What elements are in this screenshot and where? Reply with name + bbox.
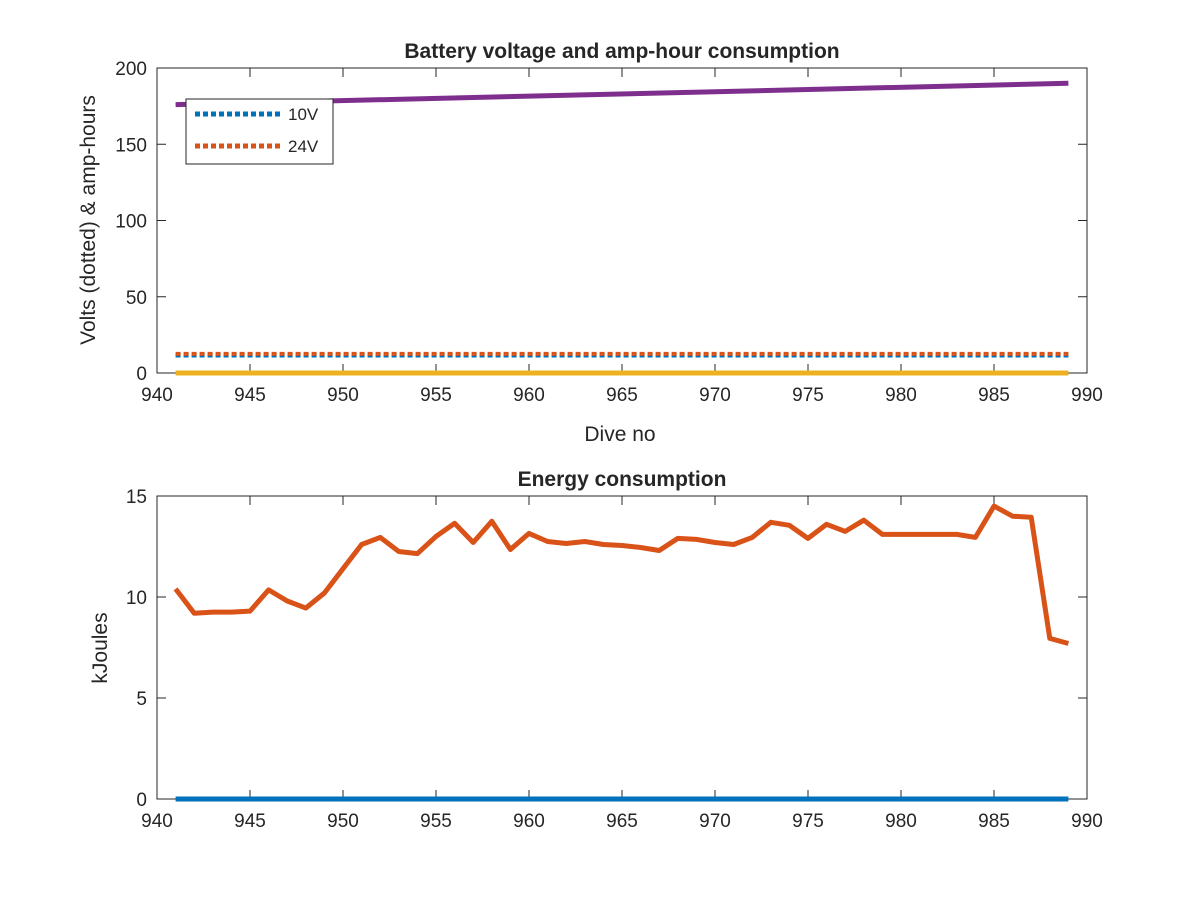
energy-plot-series (173, 503, 1070, 802)
energy-plot: Energy consumption kJoules 940 945 950 955 9… (89, 468, 1103, 832)
battery-plot-y-tick-label: 50 (126, 288, 147, 309)
energy-plot-title: Energy consumption (518, 468, 727, 491)
energy-plot-x-tick-label: 975 (792, 811, 824, 832)
battery-plot-x-tick-label: 965 (606, 385, 638, 406)
legend-label-24v: 24V (288, 137, 319, 156)
energy-plot-x-tick-label: 970 (699, 811, 731, 832)
battery-plot-y-tick-label: 0 (136, 364, 147, 385)
battery-plot-title: Battery voltage and amp-hour consumption (404, 40, 839, 63)
energy-plot-ticks: 940 945 950 955 960 965 970 975 980 985 990 0 5 10 15 (126, 487, 1103, 832)
energy-plot-x-tick-label: 955 (420, 811, 452, 832)
battery-plot-x-tick-label: 940 (141, 385, 173, 406)
battery-plot-y-axis-label: Volts (dotted) & amp-hours (77, 95, 100, 345)
battery-plot-y-tick-label: 150 (115, 135, 147, 156)
battery-plot-x-tick-label: 960 (513, 385, 545, 406)
energy-plot-x-tick-label: 980 (885, 811, 917, 832)
energy-plot-y-tick-label: 15 (126, 487, 147, 508)
legend-label-10v: 10V (288, 105, 319, 124)
energy-plot-x-tick-label: 985 (978, 811, 1010, 832)
battery-plot-x-tick-label: 955 (420, 385, 452, 406)
energy-plot-y-tick-label: 0 (136, 790, 147, 811)
battery-plot-y-tick-label: 100 (115, 212, 147, 233)
legend-box (185, 98, 334, 165)
energy-plot-y-tick-label: 10 (126, 588, 147, 609)
energy-plot-axes-box (156, 495, 1088, 800)
battery-plot-x-tick-label: 985 (978, 385, 1010, 406)
energy-plot-y-axis-label: kJoules (89, 612, 112, 683)
battery-plot-x-tick-label: 975 (792, 385, 824, 406)
battery-plot-ticks: 940 945 950 955 960 965 970 975 980 985 990 0 50 100 1… (115, 59, 1103, 406)
battery-plot-y-tick-label: 200 (115, 59, 147, 80)
battery-plot-legend: 10V 24V (185, 98, 334, 165)
battery-plot: Battery voltage and amp-hour consumption… (77, 40, 1103, 446)
battery-plot-x-tick-label: 990 (1071, 385, 1103, 406)
energy-plot-x-tick-label: 945 (234, 811, 266, 832)
energy-plot-x-tick-label: 940 (141, 811, 173, 832)
battery-plot-x-tick-label: 980 (885, 385, 917, 406)
energy-plot-series-line-1 (173, 503, 1070, 646)
energy-plot-x-tick-label: 950 (327, 811, 359, 832)
energy-plot-x-tick-label: 965 (606, 811, 638, 832)
energy-plot-x-tick-label: 990 (1071, 811, 1103, 832)
battery-plot-x-tick-label: 950 (327, 385, 359, 406)
energy-plot-x-tick-label: 960 (513, 811, 545, 832)
battery-plot-x-tick-label: 945 (234, 385, 266, 406)
battery-plot-x-axis-label: Dive no (584, 423, 655, 446)
energy-plot-y-tick-label: 5 (136, 689, 147, 710)
battery-plot-x-tick-label: 970 (699, 385, 731, 406)
